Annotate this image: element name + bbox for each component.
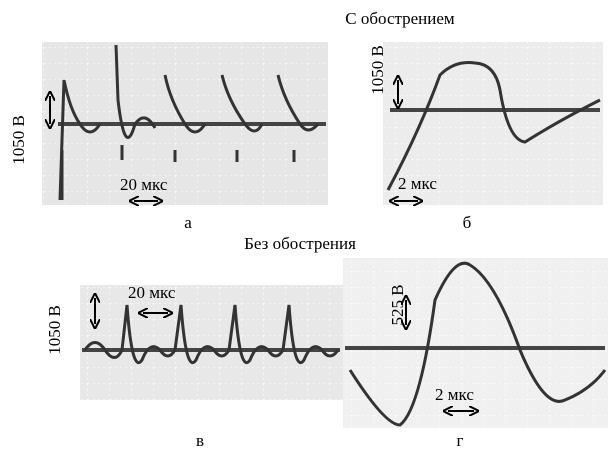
time-scale: 20 мкс [120, 175, 168, 194]
panel-label: б [463, 213, 472, 232]
grid [343, 258, 608, 428]
panel-label: а [184, 213, 192, 232]
grid [80, 285, 343, 400]
section-title: С обострением [345, 9, 455, 28]
voltage-scale: 1050 В [368, 45, 387, 95]
section-title: Без обострения [244, 234, 356, 253]
waveform [83, 304, 340, 364]
time-scale: 2 мкс [435, 385, 474, 404]
voltage-scale: 525 В [388, 284, 407, 325]
waveform [386, 61, 601, 191]
oscillogram-d [343, 258, 608, 428]
time-scale: 2 мкс [398, 174, 437, 193]
oscillogram-c [80, 285, 343, 400]
oscillogram-b [383, 42, 603, 205]
oscillogram-a [42, 42, 328, 205]
panel-label: в [196, 431, 204, 450]
voltage-scale: 1050 В [45, 305, 64, 355]
waveform [348, 261, 607, 427]
time-scale: 20 мкс [128, 283, 176, 302]
waveform [58, 44, 320, 201]
voltage-scale: 1050 В [9, 115, 28, 165]
panel-label: г [457, 431, 464, 450]
waveform-spikes [60, 145, 296, 200]
